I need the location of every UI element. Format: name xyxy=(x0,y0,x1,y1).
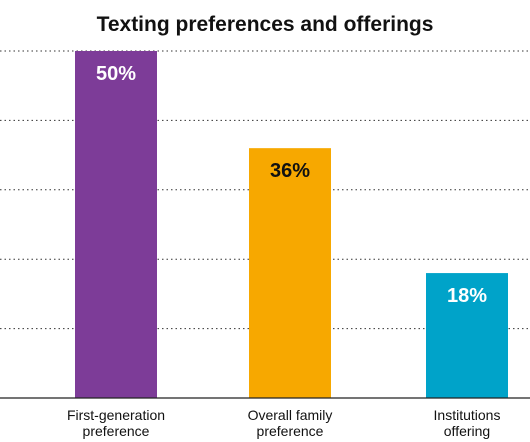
x-tick-label: offering xyxy=(444,423,490,439)
chart-title: Texting preferences and offerings xyxy=(97,13,434,36)
bar-value-label: 50% xyxy=(96,63,136,85)
bar xyxy=(426,273,508,398)
bars xyxy=(75,51,508,398)
bar-value-label: 36% xyxy=(270,160,310,182)
x-tick-label: preference xyxy=(257,423,324,439)
x-tick-label: First-generation xyxy=(67,407,165,423)
x-tick-label: Institutions xyxy=(434,407,501,423)
bar-value-label: 18% xyxy=(447,285,487,307)
x-tick-label: preference xyxy=(83,423,150,439)
data-labels: 50% 36% 18% xyxy=(96,63,487,307)
x-tick-label: Overall family xyxy=(248,407,333,423)
bar xyxy=(249,148,331,398)
bar xyxy=(75,51,157,398)
